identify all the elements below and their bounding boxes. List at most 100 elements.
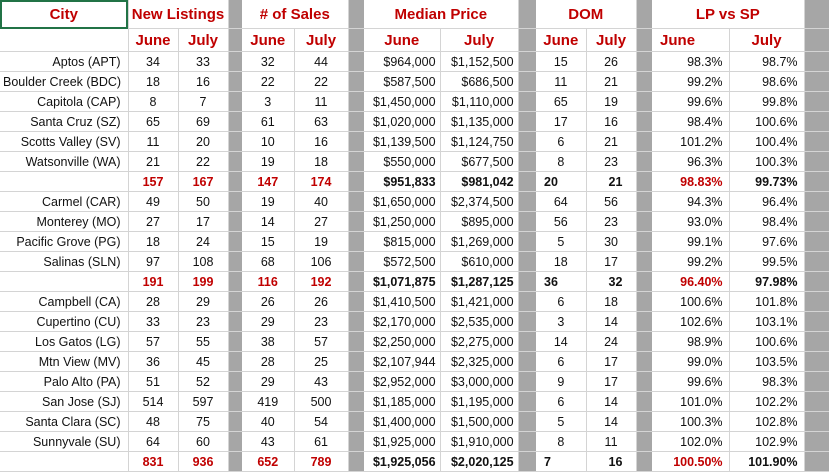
cell-lp-sp-june[interactable]: 100.3% (652, 411, 730, 432)
cell-sales-july[interactable]: 106 (294, 251, 349, 272)
cell-dom-june[interactable]: 7 (536, 451, 587, 472)
subheader-nl-july[interactable]: July (178, 28, 229, 52)
cell-sales-june[interactable]: 14 (242, 211, 295, 232)
cell-dom-july[interactable]: 17 (586, 371, 637, 392)
cell-dom-june[interactable]: 8 (536, 151, 587, 172)
cell-dom-june[interactable]: 11 (536, 71, 587, 92)
cell-sales-june[interactable]: 3 (242, 91, 295, 112)
cell-sales-july[interactable]: 43 (294, 371, 349, 392)
cell-city[interactable]: Campbell (CA) (0, 291, 129, 312)
cell-lp-sp-june[interactable]: 93.0% (652, 211, 730, 232)
cell-dom-june[interactable]: 5 (536, 411, 587, 432)
cell-new-listings-july[interactable]: 199 (178, 271, 229, 292)
cell-dom-june[interactable]: 14 (536, 331, 587, 352)
cell-median-june[interactable]: $2,250,000 (364, 331, 441, 352)
cell-city[interactable]: Boulder Creek (BDC) (0, 71, 129, 92)
cell-lp-sp-july[interactable]: 99.5% (729, 251, 805, 272)
cell-lp-sp-june[interactable]: 102.6% (652, 311, 730, 332)
cell-median-june[interactable]: $1,400,000 (364, 411, 441, 432)
cell-new-listings-july[interactable]: 23 (178, 311, 229, 332)
cell-lp-sp-june[interactable]: 99.6% (652, 91, 730, 112)
cell-city[interactable]: Palo Alto (PA) (0, 371, 129, 392)
cell-median-july[interactable]: $1,910,000 (440, 431, 519, 452)
cell-new-listings-june[interactable]: 57 (128, 331, 179, 352)
cell-dom-july[interactable]: 14 (586, 391, 637, 412)
cell-lp-sp-july[interactable]: 101.8% (729, 291, 805, 312)
header-new-listings[interactable]: New Listings (128, 0, 229, 29)
cell-lp-sp-july[interactable]: 97.98% (729, 271, 805, 292)
cell-dom-july[interactable]: 30 (586, 231, 637, 252)
cell-new-listings-july[interactable]: 24 (178, 231, 229, 252)
cell-sales-june[interactable]: 29 (242, 371, 295, 392)
cell-median-july[interactable]: $1,195,000 (440, 391, 519, 412)
cell-sales-july[interactable]: 57 (294, 331, 349, 352)
cell-city[interactable]: Pacific Grove (PG) (0, 231, 129, 252)
cell-median-june[interactable]: $1,185,000 (364, 391, 441, 412)
cell-median-july[interactable]: $3,000,000 (440, 371, 519, 392)
cell-median-june[interactable]: $1,250,000 (364, 211, 441, 232)
cell-median-june[interactable]: $2,170,000 (364, 311, 441, 332)
cell-dom-june[interactable]: 17 (536, 111, 587, 132)
cell-dom-june[interactable]: 65 (536, 91, 587, 112)
cell-city[interactable]: Sunnyvale (SU) (0, 431, 129, 452)
cell-city[interactable] (0, 271, 129, 292)
subheader-l-june[interactable]: June (652, 28, 730, 52)
cell-new-listings-june[interactable]: 33 (128, 311, 179, 332)
cell-new-listings-july[interactable]: 167 (178, 171, 229, 192)
cell-city[interactable]: Los Gatos (LG) (0, 331, 129, 352)
cell-median-june[interactable]: $2,952,000 (364, 371, 441, 392)
cell-sales-july[interactable]: 192 (294, 271, 349, 292)
cell-new-listings-july[interactable]: 17 (178, 211, 229, 232)
cell-dom-june[interactable]: 8 (536, 431, 587, 452)
cell-new-listings-june[interactable]: 514 (128, 391, 179, 412)
cell-sales-june[interactable]: 19 (242, 151, 295, 172)
cell-dom-july[interactable]: 56 (586, 191, 637, 212)
subheader-s-june[interactable]: June (242, 28, 295, 52)
cell-new-listings-june[interactable]: 36 (128, 351, 179, 372)
cell-median-june[interactable]: $964,000 (364, 51, 441, 72)
cell-lp-sp-june[interactable]: 101.0% (652, 391, 730, 412)
cell-dom-july[interactable]: 23 (586, 211, 637, 232)
subheader-d-july[interactable]: July (586, 28, 637, 52)
cell-sales-july[interactable]: 18 (294, 151, 349, 172)
cell-new-listings-june[interactable]: 831 (128, 451, 179, 472)
cell-sales-june[interactable]: 40 (242, 411, 295, 432)
cell-sales-july[interactable]: 500 (294, 391, 349, 412)
cell-median-june[interactable]: $572,500 (364, 251, 441, 272)
cell-median-july[interactable]: $677,500 (440, 151, 519, 172)
cell-dom-july[interactable]: 11 (586, 431, 637, 452)
cell-median-june[interactable]: $1,139,500 (364, 131, 441, 152)
cell-sales-july[interactable]: 11 (294, 91, 349, 112)
cell-dom-july[interactable]: 14 (586, 311, 637, 332)
cell-new-listings-july[interactable]: 16 (178, 71, 229, 92)
cell-city[interactable]: Scotts Valley (SV) (0, 131, 129, 152)
cell-city[interactable]: Carmel (CAR) (0, 191, 129, 212)
cell-new-listings-june[interactable]: 51 (128, 371, 179, 392)
subheader-nl-june[interactable]: June (128, 28, 179, 52)
cell-sales-june[interactable]: 28 (242, 351, 295, 372)
cell-sales-june[interactable]: 61 (242, 111, 295, 132)
cell-city[interactable]: Santa Clara (SC) (0, 411, 129, 432)
cell-city[interactable]: Watsonville (WA) (0, 151, 129, 172)
subheader-blank[interactable] (0, 28, 129, 52)
header-lp-vs-sp[interactable]: LP vs SP (652, 0, 805, 29)
cell-dom-july[interactable]: 18 (586, 291, 637, 312)
cell-new-listings-july[interactable]: 60 (178, 431, 229, 452)
cell-dom-july[interactable]: 14 (586, 411, 637, 432)
cell-city[interactable] (0, 171, 129, 192)
cell-dom-june[interactable]: 36 (536, 271, 587, 292)
cell-new-listings-july[interactable]: 45 (178, 351, 229, 372)
cell-lp-sp-june[interactable]: 99.6% (652, 371, 730, 392)
cell-dom-june[interactable]: 6 (536, 291, 587, 312)
cell-median-june[interactable]: $2,107,944 (364, 351, 441, 372)
cell-new-listings-july[interactable]: 108 (178, 251, 229, 272)
cell-city[interactable]: Aptos (APT) (0, 51, 129, 72)
cell-median-july[interactable]: $1,152,500 (440, 51, 519, 72)
cell-dom-june[interactable]: 3 (536, 311, 587, 332)
cell-lp-sp-june[interactable]: 99.0% (652, 351, 730, 372)
cell-new-listings-july[interactable]: 7 (178, 91, 229, 112)
cell-lp-sp-june[interactable]: 96.40% (652, 271, 730, 292)
cell-median-july[interactable]: $1,269,000 (440, 231, 519, 252)
header-sales[interactable]: # of Sales (242, 0, 349, 29)
cell-median-june[interactable]: $1,020,000 (364, 111, 441, 132)
